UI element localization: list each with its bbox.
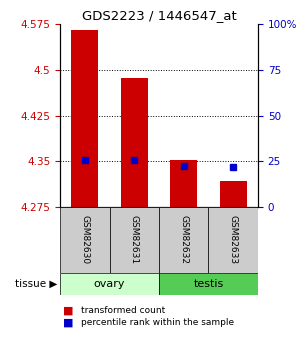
Bar xyxy=(110,207,159,273)
Bar xyxy=(121,78,148,207)
Text: GSM82632: GSM82632 xyxy=(179,215,188,264)
Title: GDS2223 / 1446547_at: GDS2223 / 1446547_at xyxy=(82,9,236,22)
Bar xyxy=(208,207,258,273)
Text: testis: testis xyxy=(194,279,224,289)
Bar xyxy=(170,160,197,207)
Text: ovary: ovary xyxy=(94,279,125,289)
Text: ■: ■ xyxy=(63,318,74,327)
Bar xyxy=(220,181,247,207)
Bar xyxy=(159,207,208,273)
Text: GSM82633: GSM82633 xyxy=(229,215,238,264)
Bar xyxy=(159,273,258,295)
Text: GSM82630: GSM82630 xyxy=(80,215,89,264)
Text: transformed count: transformed count xyxy=(81,306,165,315)
Text: percentile rank within the sample: percentile rank within the sample xyxy=(81,318,234,327)
Text: ■: ■ xyxy=(63,306,74,315)
Bar xyxy=(60,207,110,273)
Bar xyxy=(71,30,98,207)
Bar xyxy=(60,273,159,295)
Text: tissue ▶: tissue ▶ xyxy=(15,279,57,289)
Text: GSM82631: GSM82631 xyxy=(130,215,139,264)
